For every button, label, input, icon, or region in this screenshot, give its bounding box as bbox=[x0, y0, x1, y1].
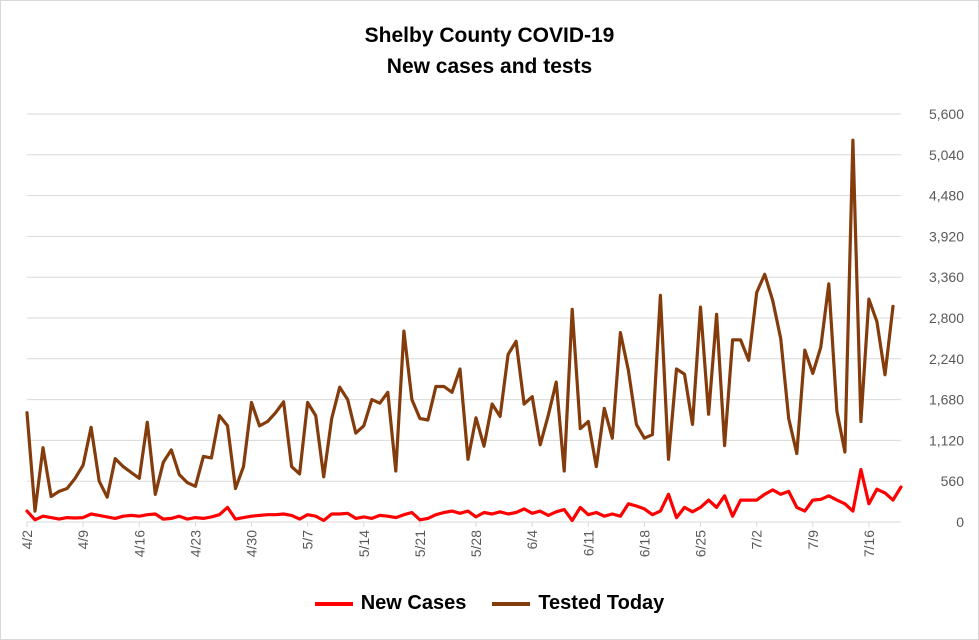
series-line-new-cases bbox=[25, 467, 903, 523]
x-tick-label: 6/11 bbox=[580, 530, 596, 556]
x-tick-label: 6/18 bbox=[636, 530, 652, 557]
x-tick-label: 6/25 bbox=[693, 530, 709, 557]
y-tick-label: 3,920 bbox=[929, 228, 964, 244]
x-tick-label: 7/2 bbox=[749, 530, 765, 550]
legend-item-new-cases: New Cases bbox=[314, 592, 467, 615]
y-tick-label: 1,680 bbox=[929, 392, 964, 408]
legend-swatch-tested-today bbox=[492, 601, 531, 606]
x-tick-label: 5/7 bbox=[300, 530, 316, 550]
x-tick-label: 7/16 bbox=[861, 530, 877, 557]
x-tick-label: 6/4 bbox=[524, 530, 540, 550]
x-tick-label: 4/23 bbox=[187, 530, 203, 557]
y-tick-label: 1,120 bbox=[929, 432, 964, 448]
series-lines bbox=[25, 138, 903, 523]
legend: New Cases Tested Today bbox=[0, 592, 979, 615]
y-tick-label: 2,240 bbox=[929, 351, 964, 367]
legend-label-tested-today: Tested Today bbox=[538, 592, 665, 614]
y-tick-label: 2,800 bbox=[929, 310, 964, 326]
chart-title: Shelby County COVID-19 New cases and tes… bbox=[0, 20, 979, 82]
y-tick-label: 3,360 bbox=[929, 269, 964, 285]
x-tick-label: 5/28 bbox=[468, 530, 484, 557]
legend-label-new-cases: New Cases bbox=[360, 592, 467, 614]
x-tick-label: 7/9 bbox=[805, 530, 821, 550]
x-tick-label: 4/2 bbox=[19, 530, 35, 550]
y-tick-label: 0 bbox=[956, 514, 964, 530]
x-tick-label: 4/9 bbox=[75, 530, 91, 550]
x-tick-label: 4/16 bbox=[131, 530, 147, 557]
x-tick-label: 5/14 bbox=[356, 530, 372, 557]
y-tick-label: 5,600 bbox=[929, 106, 964, 122]
y-tick-label: 560 bbox=[941, 473, 965, 489]
x-tick-labels: 4/2 4/9 4/16 4/23 4/30 5/7 5/14 5/21 5/28 6/4 6/11… bbox=[19, 522, 877, 557]
chart-title-line1: Shelby County COVID-19 bbox=[364, 24, 615, 47]
legend-swatch-new-cases bbox=[314, 601, 353, 606]
y-tick-label: 5,040 bbox=[929, 147, 964, 163]
y-tick-label: 4,480 bbox=[929, 188, 964, 204]
series-line-tested-today bbox=[25, 138, 895, 513]
legend-item-tested-today: Tested Today bbox=[492, 592, 664, 615]
x-tick-label: 4/30 bbox=[244, 530, 260, 557]
chart-subtitle: New cases and tests bbox=[386, 55, 593, 78]
y-axis: 0 560 1,120 1,680 2,240 2,800 3,360 3,920 4,480 5… bbox=[929, 106, 964, 530]
x-tick-label: 5/21 bbox=[412, 530, 428, 557]
